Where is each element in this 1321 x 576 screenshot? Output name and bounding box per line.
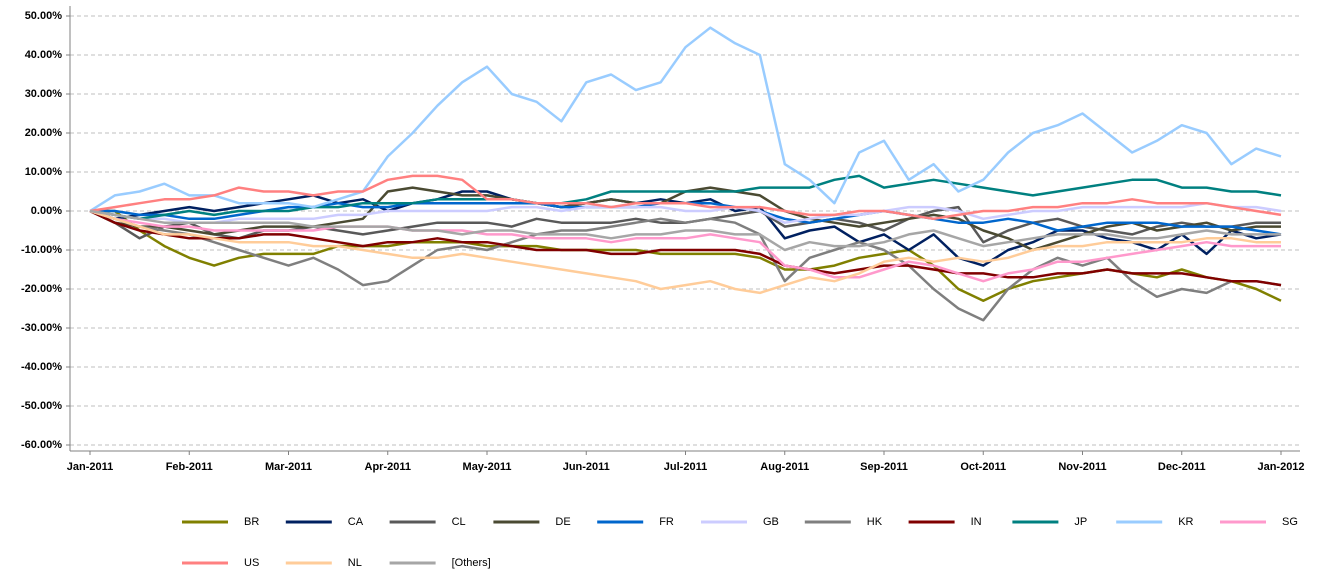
- legend-item: KR: [1116, 516, 1194, 528]
- series-line: [89, 209, 1282, 287]
- y-tick-label: 30.00%: [25, 88, 63, 100]
- legend-item: IN: [908, 516, 982, 528]
- y-tick-label: -60.00%: [21, 439, 62, 451]
- series-line: [89, 174, 1282, 221]
- x-tick-label: Jan-2012: [1257, 461, 1304, 473]
- grid: [66, 15, 1300, 455]
- legend-item: US: [182, 557, 259, 569]
- legend-label: JP: [1074, 516, 1087, 528]
- series-line: [89, 174, 1282, 221]
- legend-item: [Others]: [389, 557, 491, 569]
- legend-label: CA: [348, 516, 364, 528]
- y-tick-label: 50.00%: [25, 10, 63, 22]
- x-tick-label: Apr-2011: [365, 461, 411, 473]
- legend-item: NL: [285, 557, 362, 569]
- legend-item: CL: [389, 516, 466, 528]
- legend-label: IN: [971, 516, 982, 528]
- legend-item: SG: [1220, 516, 1298, 528]
- legend-label: HK: [867, 516, 883, 528]
- x-tick-label: Jan-2011: [67, 461, 113, 473]
- y-tick-label: 40.00%: [25, 49, 63, 61]
- x-tick-label: Aug-2011: [760, 461, 809, 473]
- legend-label: NL: [348, 557, 362, 569]
- labels: 50.00% 40.00% 30.00% 20.00% 10.00% 0.00% -10.0…: [21, 10, 1305, 473]
- x-tick-label: Nov-2011: [1058, 461, 1106, 473]
- y-tick-label: -40.00%: [21, 361, 62, 373]
- y-tick-label: 10.00%: [25, 166, 63, 178]
- lines: [89, 26, 1282, 322]
- legend-item: FR: [597, 516, 674, 528]
- series-line: [89, 26, 1282, 213]
- y-tick-label: -30.00%: [21, 322, 62, 334]
- series-line: [89, 209, 1282, 322]
- legend-label: GB: [763, 516, 779, 528]
- legend-item: HK: [804, 516, 883, 528]
- legend-label: US: [244, 557, 259, 569]
- x-tick-label: Jul-2011: [664, 461, 707, 473]
- legend-label: BR: [244, 516, 259, 528]
- x-tick-label: Sep-2011: [860, 461, 908, 473]
- x-tick-label: Mar-2011: [265, 461, 312, 473]
- legend-item: DE: [493, 516, 571, 528]
- y-tick-label: 0.00%: [31, 205, 62, 217]
- legend-item: CA: [285, 516, 364, 528]
- legend-label: SG: [1282, 516, 1298, 528]
- legend-label: FR: [659, 516, 674, 528]
- x-tick-label: Jun-2011: [563, 461, 610, 473]
- legend-label: KR: [1178, 516, 1193, 528]
- legend-item: BR: [182, 516, 259, 528]
- y-tick-label: -50.00%: [21, 400, 62, 412]
- series-line: [89, 209, 1281, 283]
- y-tick-label: 20.00%: [25, 127, 63, 139]
- series-line: [89, 201, 1282, 224]
- y-tick-label: -10.00%: [21, 244, 62, 256]
- legend-label: DE: [555, 516, 570, 528]
- legend-item: JP: [1012, 516, 1087, 528]
- series-line: [89, 209, 1281, 252]
- legend-label: CL: [452, 516, 466, 528]
- legend-item: GB: [701, 516, 779, 528]
- y-tick-label: -20.00%: [21, 283, 62, 295]
- legend: BR CA CL DE FR GB HK IN JP KR SG US NL [Others]: [182, 516, 1298, 569]
- legend-label: [Others]: [452, 557, 491, 569]
- series-line: [89, 209, 1281, 295]
- x-tick-label: Dec-2011: [1158, 461, 1206, 473]
- x-tick-label: Oct-2011: [960, 461, 1006, 473]
- x-tick-label: May-2011: [463, 461, 512, 473]
- x-tick-label: Feb-2011: [166, 461, 213, 473]
